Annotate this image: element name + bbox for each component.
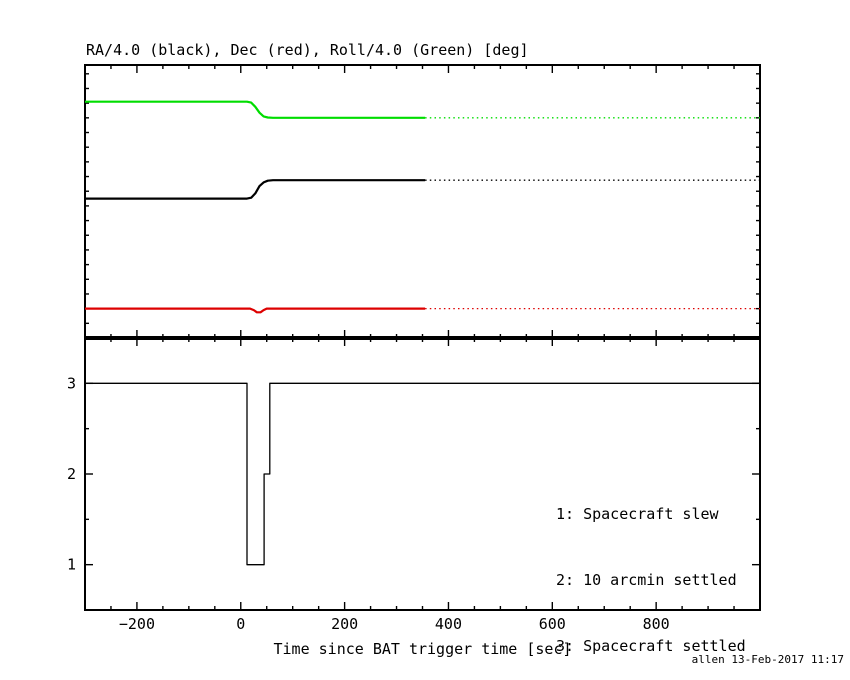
- x-tick-label: 0: [236, 615, 245, 633]
- x-tick-label: 400: [435, 615, 462, 633]
- x-tick-label: −200: [119, 615, 155, 633]
- y-tick-label: 2: [67, 465, 76, 483]
- state-legend: 1: Spacecraft slew 2: 10 arcmin settled …: [556, 459, 746, 680]
- legend-line-3: 3: Spacecraft settled: [556, 637, 746, 655]
- panel-frame: [84, 64, 761, 339]
- y-tick-label: 1: [67, 556, 76, 574]
- x-tick-label: 200: [331, 615, 358, 633]
- series-RA/4.0 (black): [85, 179, 426, 200]
- x-tick-label: 800: [643, 615, 670, 633]
- series-Dec (red): [85, 307, 426, 314]
- series-settling state: [85, 382, 760, 566]
- series-Roll/4.0 (Green): [85, 100, 426, 119]
- panel-attitude: [84, 64, 761, 339]
- legend-line-1: 1: Spacecraft slew: [556, 505, 719, 523]
- x-axis-label: Time since BAT trigger time [sec]: [273, 640, 572, 658]
- x-tick-label: 600: [539, 615, 566, 633]
- y-tick-label: 3: [67, 374, 76, 392]
- legend-line-2: 2: 10 arcmin settled: [556, 571, 737, 589]
- credit-text: allen 13-Feb-2017 11:17: [691, 653, 844, 666]
- chart-title: RA/4.0 (black), Dec (red), Roll/4.0 (Gre…: [86, 41, 529, 59]
